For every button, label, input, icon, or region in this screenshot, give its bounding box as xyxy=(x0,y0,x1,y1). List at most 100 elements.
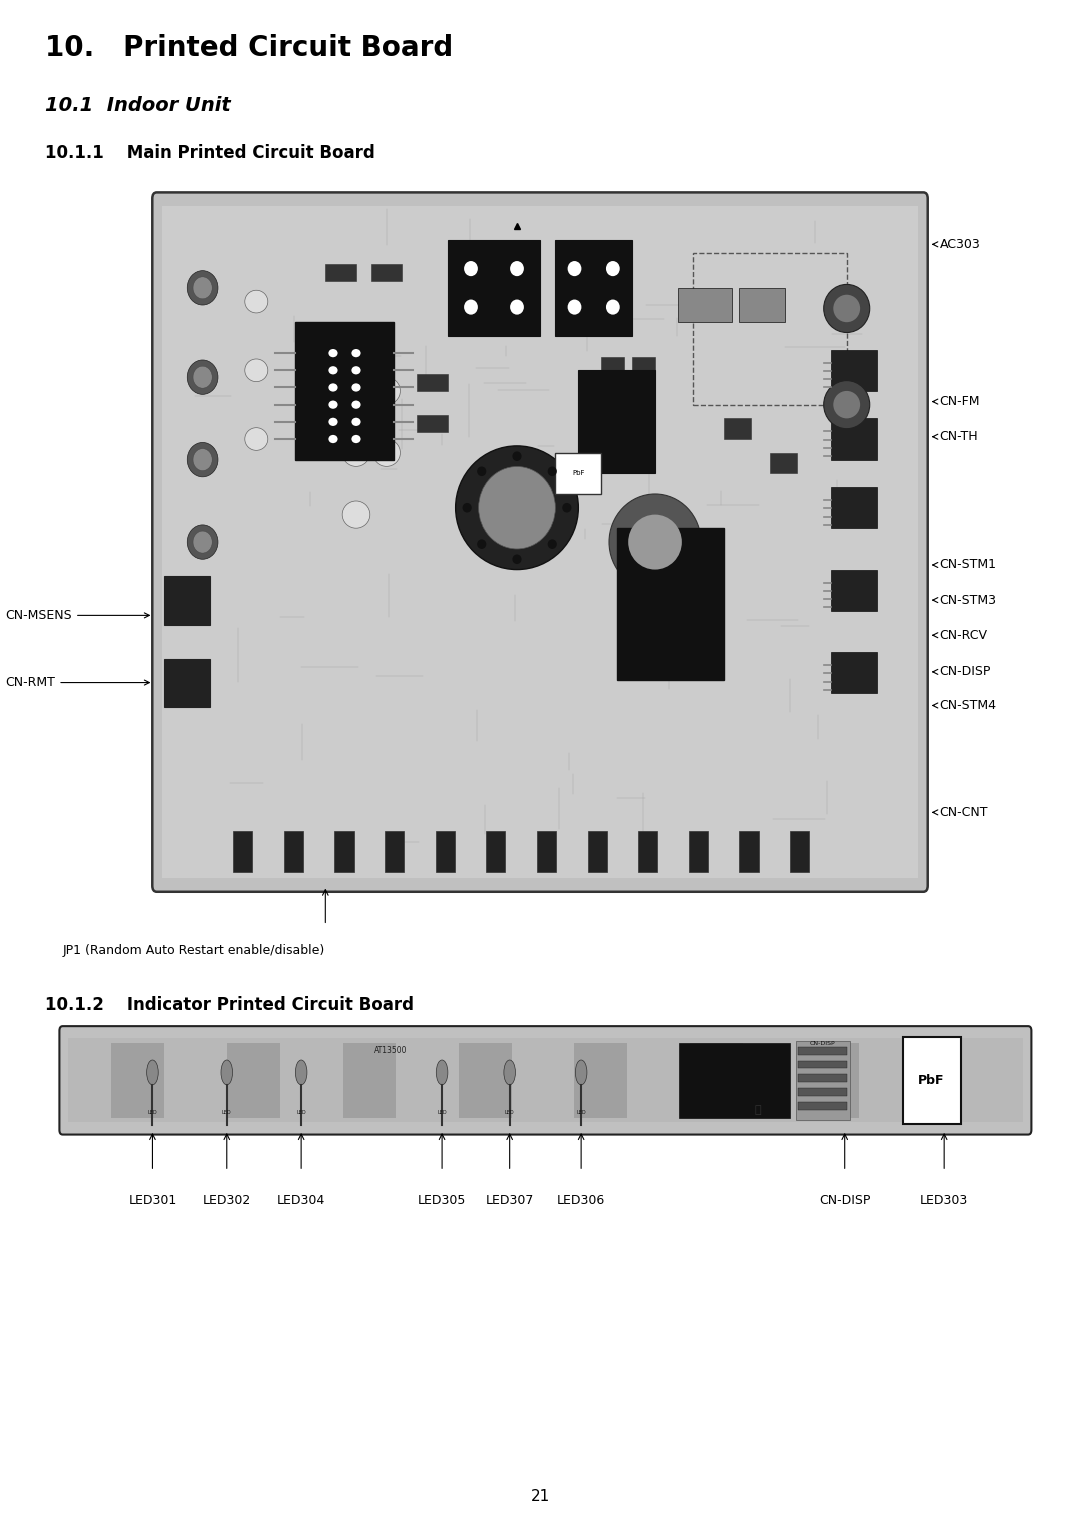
Text: 21: 21 xyxy=(530,1489,550,1504)
Bar xyxy=(740,831,758,872)
Text: 10.   Printed Circuit Board: 10. Printed Circuit Board xyxy=(45,34,454,61)
Text: AT13500: AT13500 xyxy=(374,1046,407,1055)
Ellipse shape xyxy=(510,261,524,276)
Bar xyxy=(486,831,505,872)
Text: CN-DISP: CN-DISP xyxy=(933,666,991,678)
Ellipse shape xyxy=(563,502,571,513)
Bar xyxy=(602,356,624,370)
Ellipse shape xyxy=(436,1060,448,1084)
Bar xyxy=(435,831,455,872)
Ellipse shape xyxy=(464,299,477,315)
Ellipse shape xyxy=(351,435,361,443)
Ellipse shape xyxy=(245,359,268,382)
Bar xyxy=(164,576,211,625)
Text: AC303: AC303 xyxy=(933,238,981,250)
Text: CN-DISP: CN-DISP xyxy=(810,1041,835,1046)
Bar xyxy=(798,1102,847,1110)
Ellipse shape xyxy=(824,284,869,333)
Ellipse shape xyxy=(510,299,524,315)
Ellipse shape xyxy=(512,554,522,563)
Ellipse shape xyxy=(512,452,522,461)
Text: CN-RCV: CN-RCV xyxy=(933,629,987,641)
Ellipse shape xyxy=(245,428,268,450)
Ellipse shape xyxy=(576,1060,586,1084)
Text: PbF: PbF xyxy=(918,1073,945,1087)
Ellipse shape xyxy=(834,391,860,418)
Bar xyxy=(555,240,632,336)
Text: LED: LED xyxy=(148,1110,158,1115)
Bar xyxy=(806,1043,860,1118)
Bar xyxy=(417,415,448,432)
Ellipse shape xyxy=(477,539,486,550)
Bar xyxy=(796,1041,850,1121)
Ellipse shape xyxy=(328,350,338,357)
Ellipse shape xyxy=(342,377,369,405)
Bar xyxy=(227,1043,280,1118)
Bar xyxy=(832,652,877,693)
Ellipse shape xyxy=(504,1060,515,1084)
Bar xyxy=(162,206,918,878)
Ellipse shape xyxy=(609,495,701,589)
Ellipse shape xyxy=(193,449,212,470)
Ellipse shape xyxy=(568,299,581,315)
Ellipse shape xyxy=(548,466,557,476)
Ellipse shape xyxy=(456,446,579,570)
Bar xyxy=(459,1043,512,1118)
Ellipse shape xyxy=(478,467,555,550)
Text: CN-RMT: CN-RMT xyxy=(5,676,149,689)
Bar xyxy=(724,418,751,440)
Text: LED: LED xyxy=(296,1110,306,1115)
Bar xyxy=(417,374,448,391)
Bar xyxy=(832,570,877,611)
Bar xyxy=(798,1089,847,1096)
Bar xyxy=(335,831,353,872)
Ellipse shape xyxy=(328,435,338,443)
Ellipse shape xyxy=(342,501,369,528)
Text: CN-CNT: CN-CNT xyxy=(933,806,988,818)
Ellipse shape xyxy=(373,377,401,405)
Ellipse shape xyxy=(328,366,338,374)
Text: 10.1.2    Indicator Printed Circuit Board: 10.1.2 Indicator Printed Circuit Board xyxy=(45,996,415,1014)
Bar xyxy=(632,356,654,370)
Ellipse shape xyxy=(462,502,472,513)
Bar xyxy=(579,371,654,473)
Ellipse shape xyxy=(328,418,338,426)
Ellipse shape xyxy=(351,418,361,426)
Bar xyxy=(798,1060,847,1069)
Ellipse shape xyxy=(351,350,361,357)
Bar xyxy=(575,1043,627,1118)
Text: CN-STM1: CN-STM1 xyxy=(933,559,997,571)
Ellipse shape xyxy=(939,1060,950,1084)
Ellipse shape xyxy=(568,261,581,276)
Ellipse shape xyxy=(606,261,620,276)
Bar xyxy=(789,831,809,872)
Text: ⏚: ⏚ xyxy=(755,1106,761,1115)
Bar xyxy=(284,831,303,872)
Bar xyxy=(325,264,356,281)
Ellipse shape xyxy=(351,400,361,409)
Ellipse shape xyxy=(477,466,486,476)
Text: LED303: LED303 xyxy=(920,1194,969,1208)
Ellipse shape xyxy=(187,360,218,394)
FancyBboxPatch shape xyxy=(152,192,928,892)
Bar xyxy=(295,322,394,460)
Text: LED301: LED301 xyxy=(129,1194,176,1208)
Bar xyxy=(537,831,556,872)
Ellipse shape xyxy=(824,380,869,429)
Ellipse shape xyxy=(245,290,268,313)
Ellipse shape xyxy=(629,515,681,570)
Text: PbF: PbF xyxy=(572,470,584,476)
Text: CN-MSENS: CN-MSENS xyxy=(5,609,149,621)
Text: CN-FM: CN-FM xyxy=(933,395,981,408)
Ellipse shape xyxy=(464,261,477,276)
Ellipse shape xyxy=(193,531,212,553)
Bar xyxy=(638,831,658,872)
Bar xyxy=(798,1075,847,1083)
Ellipse shape xyxy=(328,400,338,409)
Ellipse shape xyxy=(834,295,860,322)
Text: CN-STM3: CN-STM3 xyxy=(933,594,997,606)
Text: CN-TH: CN-TH xyxy=(933,431,978,443)
Text: LED: LED xyxy=(437,1110,447,1115)
Text: LED302: LED302 xyxy=(203,1194,251,1208)
Text: CN-STM4: CN-STM4 xyxy=(933,699,997,712)
